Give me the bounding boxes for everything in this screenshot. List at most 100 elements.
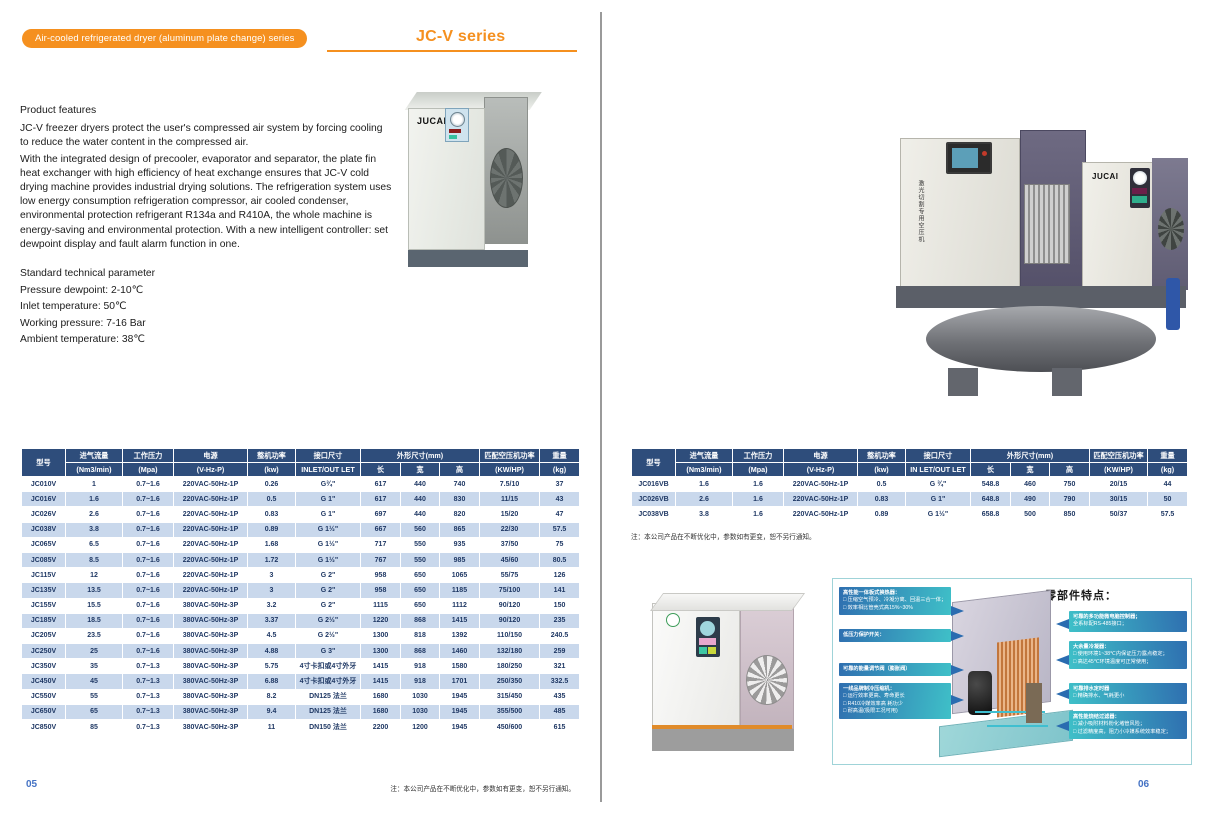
cell-value: 321 bbox=[539, 658, 581, 675]
cell-value: 250/350 bbox=[479, 673, 541, 690]
product-photo-jcvb-combo: 激光切割专用空压机 JUCAI bbox=[894, 128, 1199, 403]
cell-value: 15.5 bbox=[65, 597, 123, 614]
cell-value: 20/15 bbox=[1089, 475, 1149, 493]
cell-value: 45/60 bbox=[479, 551, 541, 569]
cell-value: 85 bbox=[65, 718, 123, 736]
left-body-paragraph: With the integrated design of precooler,… bbox=[20, 153, 392, 250]
cell-model: JC135V bbox=[21, 582, 66, 599]
jcv-spec-table: 型号 进气流量 工作压力 电源 整机功率 接口尺寸 外形尺寸(mm) 匹配空压机… bbox=[21, 448, 581, 736]
cell-value: 0.7~1.6 bbox=[122, 475, 174, 493]
cell-value: 0.7~1.3 bbox=[122, 703, 174, 721]
right-page: JC-VB Series (Laser special) Air-cooled … bbox=[604, 0, 1206, 817]
diagram-title: 零部件特点： bbox=[1045, 590, 1117, 602]
emergency-stop-icon[interactable] bbox=[982, 151, 987, 156]
callout-compressor-head: 一线品牌制冷压缩机： bbox=[843, 686, 895, 692]
callout-sintered-filter: 高性能烧结过滤器： □ 减小吸附材料粉化堵管风险； □ 过滤精度高，阻力小冷媒系… bbox=[1069, 711, 1187, 740]
cell-model: JC026VB bbox=[631, 491, 676, 508]
unit-brand-logo: JUCAI bbox=[417, 116, 447, 126]
jcvb-button-row[interactable] bbox=[1132, 196, 1147, 203]
th-dimensions: 外形尺寸(mm) bbox=[359, 448, 481, 463]
cell-value: 1680 bbox=[360, 688, 401, 705]
cell-value: 1580 bbox=[438, 658, 481, 675]
rth-pressure-unit: (Mpa) bbox=[732, 462, 784, 477]
cell-value: 0.7~1.6 bbox=[122, 506, 174, 523]
callout-heat-exchanger: 高性能一体板式换热器： □ 压缩空气预冷、冷凝分离、回温三合一体； □ 效率相比… bbox=[839, 587, 951, 616]
cell-value: 25 bbox=[65, 643, 123, 660]
cell-value: 220VAC-50Hz-1P bbox=[783, 506, 858, 523]
cell-value: 490 bbox=[1010, 491, 1050, 508]
cell-value: 0.83 bbox=[857, 491, 906, 508]
jcvb-control-panel bbox=[1130, 168, 1150, 208]
table-row: JC450V 45 0.7~1.3 380VAC-50Hz-3P 6.88 4寸卡扣或4寸… bbox=[21, 673, 581, 690]
cell-value: 450/600 bbox=[479, 718, 541, 736]
cell-value: G 1½" bbox=[905, 506, 971, 523]
illu-button-b[interactable] bbox=[708, 647, 716, 654]
cell-value: DN125 法兰 bbox=[295, 703, 361, 721]
cell-value: 958 bbox=[360, 582, 401, 599]
cell-model: JC185V bbox=[21, 612, 66, 629]
power-button[interactable] bbox=[449, 135, 457, 139]
cutaway-illustration bbox=[933, 589, 1093, 759]
illu-button-a[interactable] bbox=[699, 647, 707, 654]
cell-model: JC205V bbox=[21, 627, 66, 645]
cell-value: DN150 法兰 bbox=[295, 718, 361, 736]
table-row: JC065V 6.5 0.7~1.6 220VAC-50Hz-1P 1.68 G 1½" 7… bbox=[21, 536, 581, 553]
cell-value: 485 bbox=[539, 703, 581, 721]
cell-model: JC026V bbox=[21, 506, 66, 523]
cell-value: 1300 bbox=[360, 643, 401, 660]
left-header-rule bbox=[327, 50, 577, 52]
callout-compressor-line1: □ 运行效率更高、寿命更长 bbox=[843, 693, 905, 700]
illu-eco-badge-icon bbox=[666, 613, 680, 627]
cell-value: 11/15 bbox=[479, 491, 541, 508]
cell-model: JC115V bbox=[21, 567, 66, 584]
callout-compressor-line2: □ R410冷媒效率高 耗功少 bbox=[843, 700, 903, 707]
cell-value: 1.6 bbox=[732, 491, 784, 508]
rth-machine-power-unit: (kw) bbox=[857, 462, 906, 477]
callout-heat-exchanger-line2: □ 效率相比管壳式高15%~30% bbox=[843, 604, 913, 611]
cell-value: 1945 bbox=[438, 688, 481, 705]
cell-value: 667 bbox=[360, 521, 401, 538]
cell-value: 1.6 bbox=[732, 475, 784, 493]
table-row: JC026V 2.6 0.7~1.6 220VAC-50Hz-1P 0.83 G 1" 69… bbox=[21, 506, 581, 523]
cell-value: 1945 bbox=[438, 703, 481, 721]
left-spec-block: Standard technical parameter Pressure de… bbox=[20, 266, 392, 349]
cell-model: JC016V bbox=[21, 491, 66, 508]
th-machine-power-unit: (kw) bbox=[247, 462, 296, 477]
cell-value: 141 bbox=[539, 582, 581, 599]
cell-value: 9.4 bbox=[247, 703, 296, 721]
th-matched-compressor-power: 匹配空压机功率 bbox=[479, 448, 541, 463]
cell-value: 7.5/10 bbox=[479, 475, 541, 493]
cell-value: 50/37 bbox=[1089, 506, 1149, 523]
callout-arrow-3 bbox=[951, 665, 964, 675]
cell-value: 380VAC-50Hz-3P bbox=[173, 627, 248, 645]
cell-value: 0.7~1.6 bbox=[122, 612, 174, 629]
cell-value: 0.7~1.6 bbox=[122, 567, 174, 584]
cell-value: 617 bbox=[360, 475, 401, 493]
cell-value: 440 bbox=[400, 506, 440, 523]
callout-condenser-line1: □ 使用环境1~38℃内保证压力露点稳定； bbox=[1073, 651, 1168, 658]
cell-model: JC450V bbox=[21, 673, 66, 690]
dewpoint-display bbox=[449, 129, 461, 133]
callout-controller-line1: 全系标配RS-485接口； bbox=[1073, 621, 1127, 628]
table-row: JC016VB 1.6 1.6 220VAC-50Hz-1P 0.5 G ¾" 548.8 4… bbox=[631, 475, 1189, 493]
cell-value: 6.5 bbox=[65, 536, 123, 553]
cell-value: 380VAC-50Hz-3P bbox=[173, 688, 248, 705]
th-port-size: 接口尺寸 bbox=[295, 448, 361, 463]
illu-gauge-icon bbox=[700, 621, 715, 636]
cell-value: 0.7~1.3 bbox=[122, 688, 174, 705]
compressor-front-door bbox=[900, 138, 1020, 288]
cell-value: 658.8 bbox=[970, 506, 1011, 523]
cell-value: 0.5 bbox=[857, 475, 906, 493]
cell-value: G 1" bbox=[295, 506, 361, 523]
callout-controller-head: 可靠的多功能微电脑控制器； bbox=[1073, 614, 1141, 620]
cell-value: 935 bbox=[438, 536, 481, 553]
th-airflow-unit: (Nm3/min) bbox=[65, 462, 123, 477]
left-spec-dewpoint: Pressure dewpoint: 2-10℃ bbox=[20, 284, 144, 296]
page-gutter-divider bbox=[600, 12, 602, 802]
cell-value: 1185 bbox=[438, 582, 481, 599]
rth-port-inlet-outlet: IN LET/OUT LET bbox=[905, 462, 971, 477]
table-row: JC850V 85 0.7~1.3 380VAC-50Hz-3P 11 DN150 法兰 2… bbox=[21, 718, 581, 736]
cell-value: 868 bbox=[400, 643, 440, 660]
cell-value: 380VAC-50Hz-3P bbox=[173, 643, 248, 660]
cell-value: 35 bbox=[65, 658, 123, 675]
